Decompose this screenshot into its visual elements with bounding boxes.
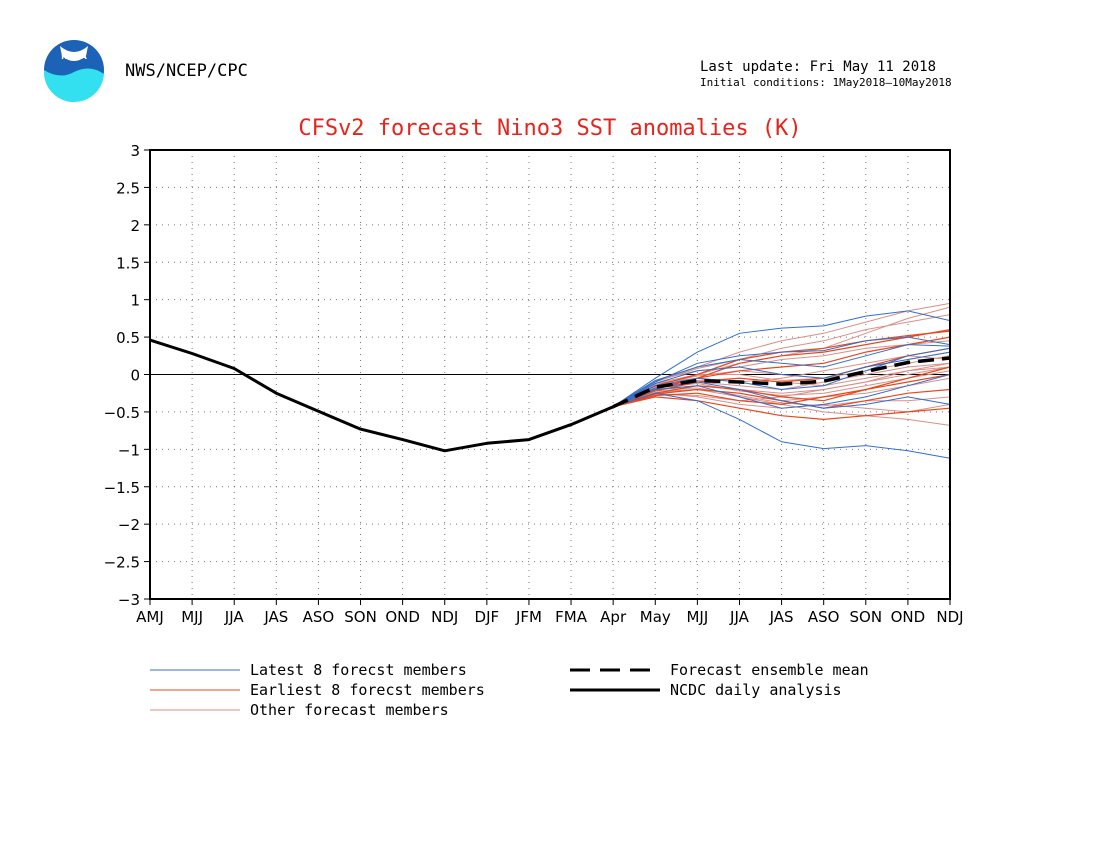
- x-tick-label: OND: [891, 608, 926, 626]
- noaa-logo-text: NOAA: [61, 52, 87, 61]
- chart-title: CFSv2 forecast Nino3 SST anomalies (K): [298, 116, 801, 141]
- legend-other-label: Other forecast members: [250, 701, 449, 719]
- org-label: NWS/NCEP/CPC: [125, 61, 248, 81]
- y-tick-label: 3: [130, 142, 140, 160]
- latest-member-line: [612, 344, 951, 408]
- analysis-line: [149, 338, 614, 453]
- x-tick-label: OND: [385, 608, 420, 626]
- x-tick-label: MJJ: [181, 608, 203, 626]
- ensemble-mean-line: [612, 356, 951, 409]
- x-tick-label: SON: [344, 608, 377, 626]
- x-tick-label: JJA: [224, 608, 245, 626]
- x-tick-label: AMJ: [136, 608, 164, 626]
- initial-conditions-text: Initial conditions: 1May2018–10May2018: [700, 76, 952, 89]
- latest-member-line: [613, 392, 951, 459]
- earliest-member-line: [613, 366, 951, 408]
- x-tick-label: MJJ: [686, 608, 708, 626]
- y-tick-label: 1.5: [116, 254, 140, 272]
- latest-member-line: [612, 310, 951, 408]
- other-member-line: [613, 387, 951, 408]
- latest-member-line: [613, 374, 951, 409]
- y-tick-label: −2.5: [104, 554, 140, 572]
- x-tick-label: Apr: [600, 608, 627, 626]
- x-tick-label: May: [640, 608, 671, 626]
- y-tick-label: −0.5: [104, 404, 140, 422]
- last-update-text: Last update: Fri May 11 2018: [700, 59, 936, 75]
- y-tick-label: 2: [130, 217, 140, 235]
- other-member-line: [612, 314, 951, 408]
- latest-member-line: [612, 351, 951, 408]
- y-tick-label: 2.5: [116, 179, 140, 197]
- x-tick-label: SON: [850, 608, 883, 626]
- x-tick-label: NDJ: [431, 608, 458, 626]
- legend-latest-label: Latest 8 forecst members: [250, 661, 467, 679]
- y-tick-label: 0: [130, 367, 140, 385]
- x-axis: AMJ MJJ JJA JAS ASO SON OND NDJ DJF JFM FMA Apr May M…: [136, 599, 964, 626]
- x-tick-label: JFM: [515, 608, 542, 626]
- y-tick-label: −1: [118, 441, 140, 459]
- earliest-member-line: [613, 396, 951, 421]
- legend-mean-label: Forecast ensemble mean: [670, 661, 869, 679]
- legend: Latest 8 forecst members Earliest 8 fore…: [150, 661, 869, 719]
- analysis-series: [149, 338, 614, 453]
- x-tick-label: ASO: [303, 608, 335, 626]
- ensemble-mean-series: [612, 356, 951, 409]
- x-tick-label: JAS: [263, 608, 288, 626]
- x-tick-label: JAS: [769, 608, 794, 626]
- grid-lines: [150, 150, 950, 599]
- legend-analysis-label: NCDC daily analysis: [670, 681, 842, 699]
- y-tick-label: 1: [130, 292, 140, 310]
- x-tick-label: FMA: [555, 608, 588, 626]
- x-tick-label: NDJ: [936, 608, 963, 626]
- noaa-logo: NOAA: [43, 40, 104, 103]
- x-tick-label: JJA: [729, 608, 750, 626]
- legend-earliest-label: Earliest 8 forecst members: [250, 681, 485, 699]
- x-tick-label: DJF: [475, 608, 500, 626]
- x-tick-label: ASO: [808, 608, 840, 626]
- y-tick-label: 0.5: [116, 329, 140, 347]
- y-tick-label: −2: [118, 516, 140, 534]
- y-tick-label: −1.5: [104, 479, 140, 497]
- y-axis: −3 −2.5 −2 −1.5 −1 −0.5 0 0.5 1 1.5 2 2.5 3: [104, 142, 150, 609]
- y-tick-label: −3: [118, 591, 140, 609]
- earliest-member-line: [613, 373, 951, 408]
